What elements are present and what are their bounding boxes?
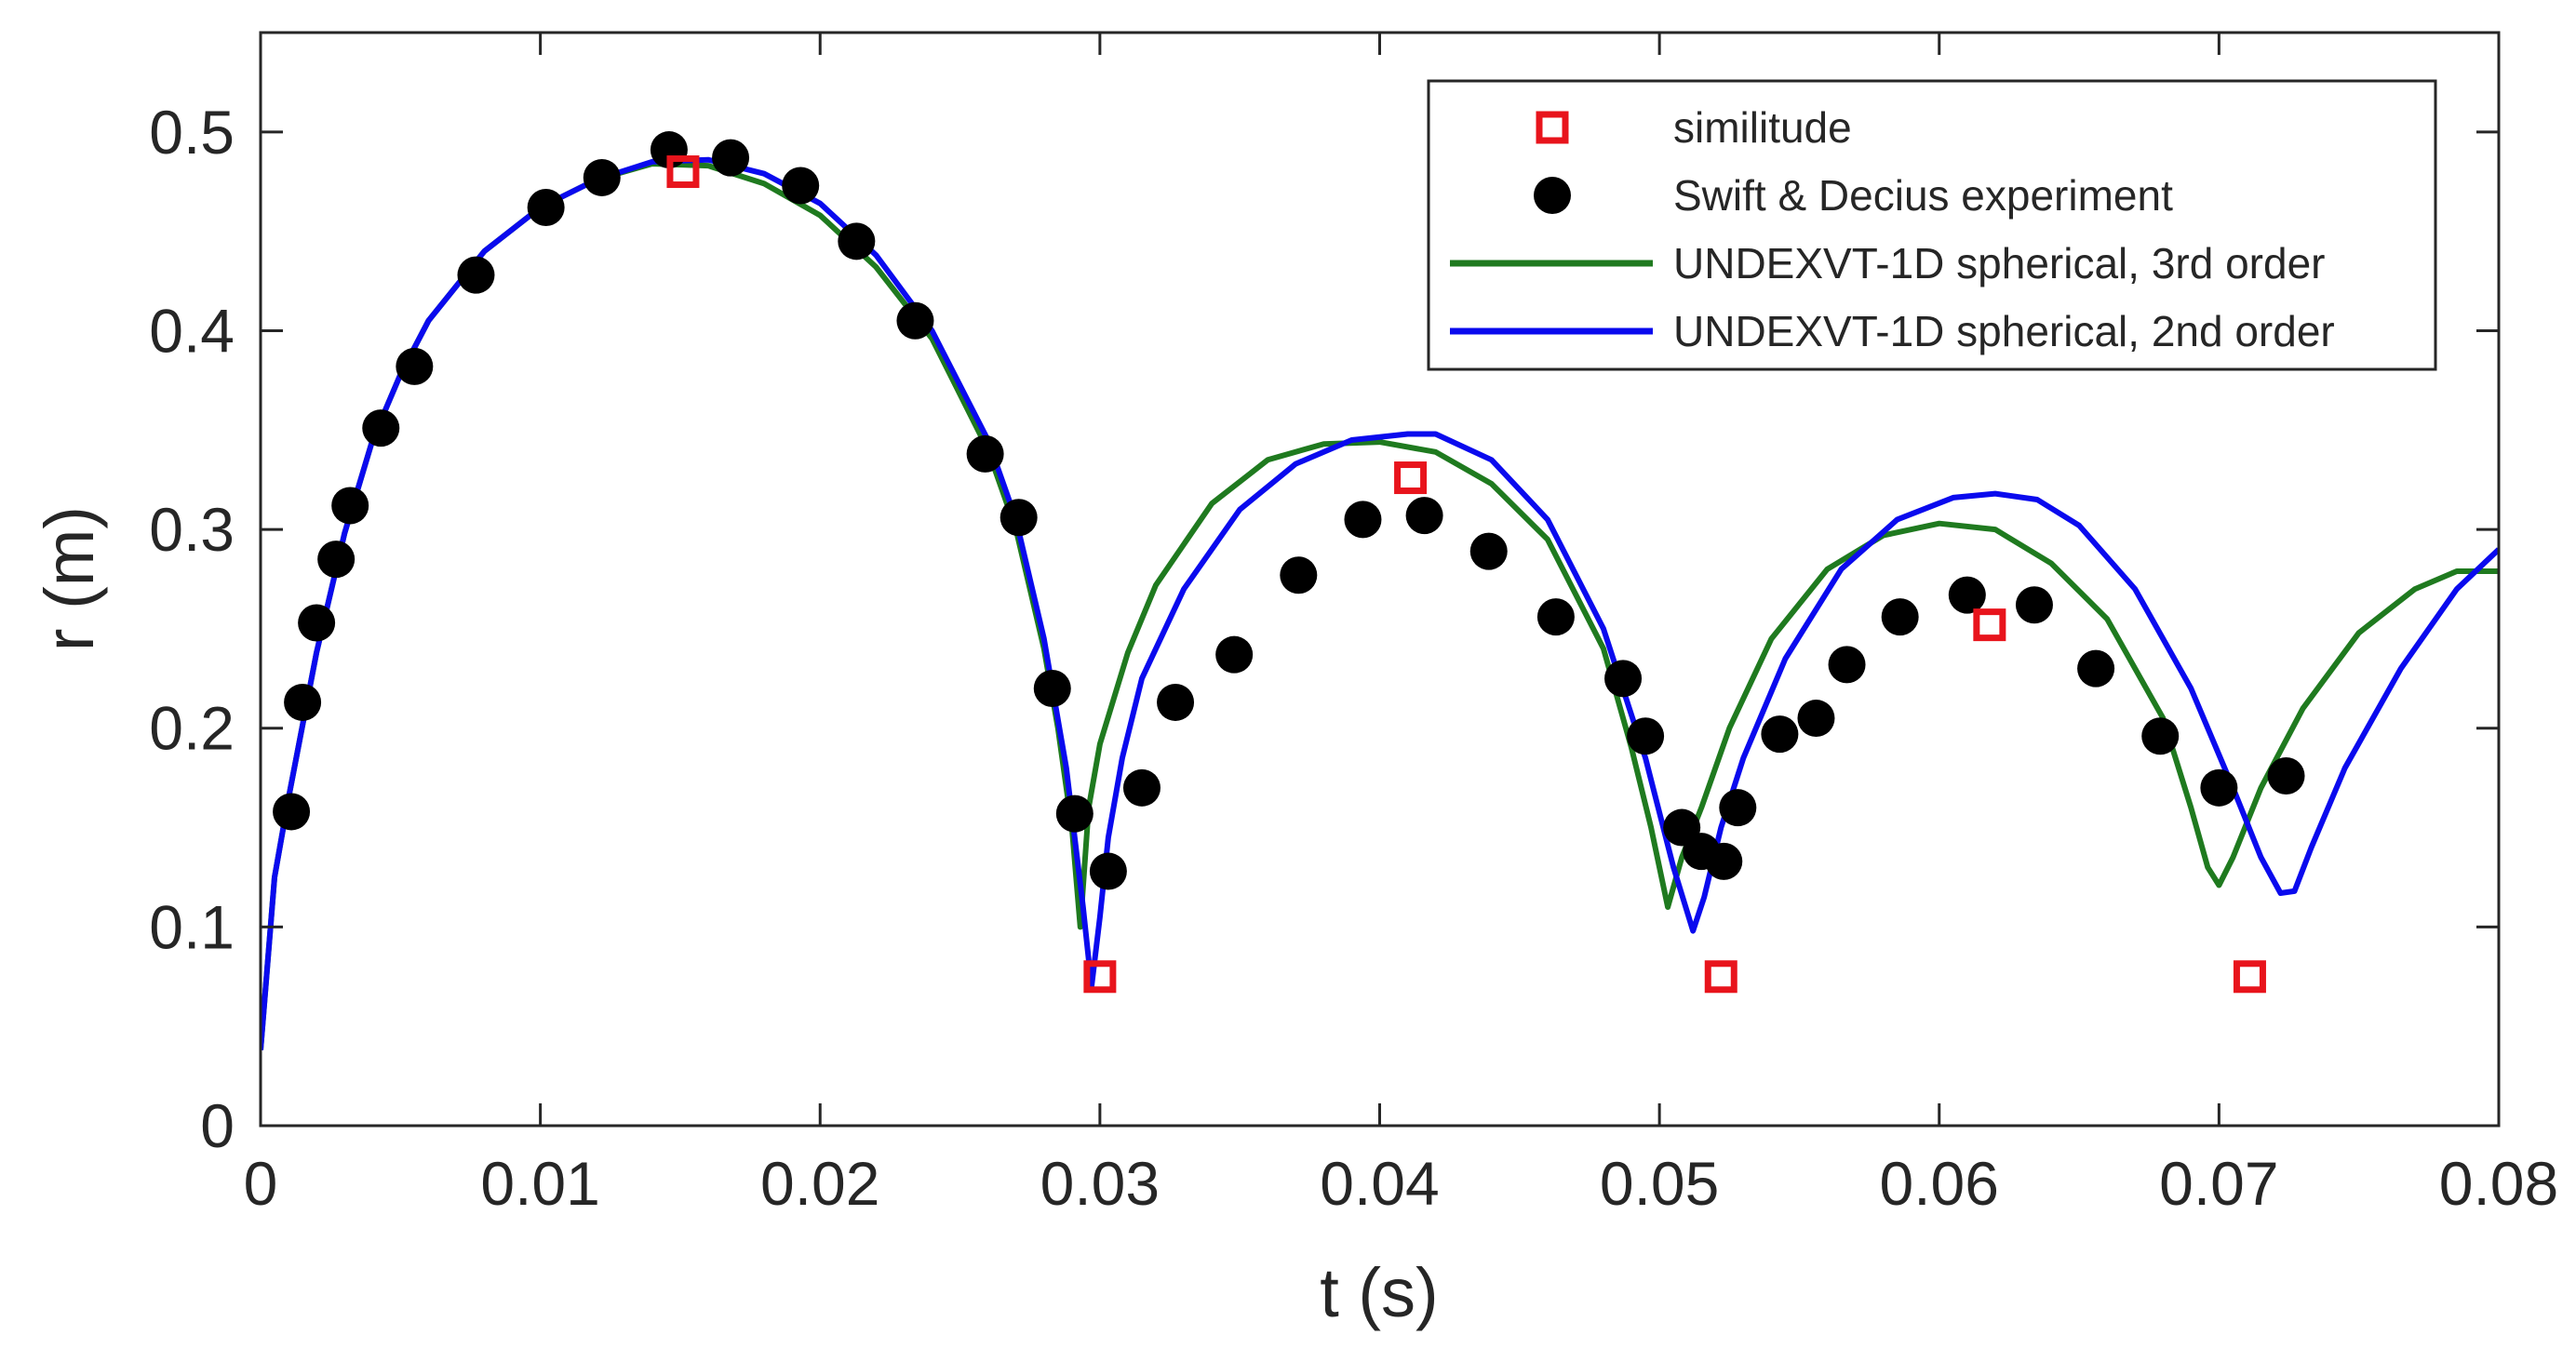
y-axis-ticks: 0 0.1 0.2 0.3 0.4 0.5 bbox=[149, 98, 2499, 1160]
experiment-point bbox=[273, 793, 311, 831]
experiment-point bbox=[1215, 635, 1254, 674]
experiment-point bbox=[583, 158, 621, 196]
experiment-point bbox=[838, 222, 876, 260]
experiment-point bbox=[396, 347, 434, 385]
experiment-point bbox=[2015, 586, 2053, 624]
experiment-point bbox=[2267, 757, 2305, 794]
legend: similitude Swift & Decius experiment UNDEX… bbox=[1427, 79, 2437, 371]
x-tick-label: 0.05 bbox=[1600, 1149, 1719, 1218]
plot-marks bbox=[261, 131, 2499, 1051]
similitude-point bbox=[1394, 461, 1428, 495]
y-tick-label: 0.1 bbox=[149, 892, 235, 961]
legend-symbol-0 bbox=[1536, 111, 1569, 144]
experiment-point bbox=[782, 167, 820, 205]
legend-label-3: UNDEXVT-1D spherical, 2nd order bbox=[1673, 307, 2335, 355]
experiment-point bbox=[1604, 660, 1643, 698]
experiment-point bbox=[1122, 768, 1161, 807]
experiment-point bbox=[1828, 646, 1866, 684]
x-tick-label: 0.03 bbox=[1040, 1149, 1160, 1218]
experiment-point bbox=[1055, 794, 1093, 833]
experiment-point bbox=[1469, 532, 1508, 570]
similitude-point bbox=[2233, 960, 2266, 994]
experiment-point bbox=[1405, 497, 1443, 535]
experiment-point bbox=[2077, 649, 2115, 688]
experiment-point bbox=[317, 541, 356, 579]
x-tick-label: 0.07 bbox=[2159, 1149, 2278, 1218]
legend-label-0: similitude bbox=[1673, 103, 1852, 152]
experiment-point bbox=[1948, 576, 1986, 614]
experiment-point bbox=[298, 604, 336, 642]
x-axis-ticks: 0 0.01 0.02 0.03 0.04 0.05 0.06 0.07 0.08 bbox=[244, 33, 2558, 1218]
y-tick-label: 0.3 bbox=[149, 495, 235, 564]
x-tick-label: 0.06 bbox=[1880, 1149, 1999, 1218]
experiment-point bbox=[2141, 717, 2180, 755]
experiment-point bbox=[1157, 683, 1195, 721]
legend-items: similitude Swift & Decius experiment UNDEX… bbox=[1450, 103, 2335, 355]
similitude-point bbox=[666, 155, 700, 189]
experiment-point bbox=[331, 487, 369, 525]
experiment-point bbox=[362, 409, 400, 447]
experiment-point bbox=[1344, 501, 1382, 539]
x-tick-label: 0.01 bbox=[480, 1149, 599, 1218]
legend-symbol-1 bbox=[1534, 177, 1571, 214]
experiment-point bbox=[1089, 852, 1127, 890]
y-axis-label: r (m) bbox=[31, 506, 108, 651]
experiment-point bbox=[284, 683, 322, 721]
x-tick-label: 0.04 bbox=[1320, 1149, 1439, 1218]
experiment-point bbox=[1000, 499, 1038, 537]
experiment-point bbox=[1536, 598, 1575, 636]
experiment-point bbox=[1797, 700, 1835, 738]
experiment-point bbox=[1033, 670, 1071, 707]
y-tick-label: 0 bbox=[200, 1091, 235, 1160]
x-axis-label: t (s) bbox=[1320, 1254, 1438, 1331]
y-tick-label: 0.5 bbox=[149, 98, 235, 167]
series-markers bbox=[273, 131, 2305, 994]
experiment-point bbox=[457, 256, 495, 294]
legend-label-2: UNDEXVT-1D spherical, 3rd order bbox=[1673, 239, 2325, 287]
experiment-point bbox=[1280, 556, 1318, 594]
experiment-point bbox=[1627, 717, 1665, 755]
similitude-point bbox=[1973, 608, 2006, 642]
experiment-point bbox=[896, 301, 934, 340]
legend-label-1: Swift & Decius experiment bbox=[1673, 171, 2173, 220]
experiment-point bbox=[1705, 842, 1743, 880]
legend-box bbox=[1427, 79, 2437, 371]
experiment-point bbox=[712, 139, 750, 177]
x-tick-label: 0.02 bbox=[760, 1149, 879, 1218]
x-tick-label: 0.08 bbox=[2439, 1149, 2558, 1218]
experiment-point bbox=[2200, 768, 2238, 807]
x-tick-label: 0 bbox=[244, 1149, 278, 1218]
experiment-point bbox=[966, 434, 1004, 473]
similitude-point bbox=[1704, 960, 1737, 994]
experiment-point bbox=[1881, 598, 1919, 636]
y-tick-label: 0.2 bbox=[149, 694, 235, 763]
experiment-point bbox=[527, 189, 565, 226]
experiment-point bbox=[1761, 715, 1799, 754]
y-tick-label: 0.4 bbox=[149, 296, 235, 365]
similitude-point bbox=[1083, 960, 1117, 994]
experiment-point bbox=[1719, 789, 1757, 827]
